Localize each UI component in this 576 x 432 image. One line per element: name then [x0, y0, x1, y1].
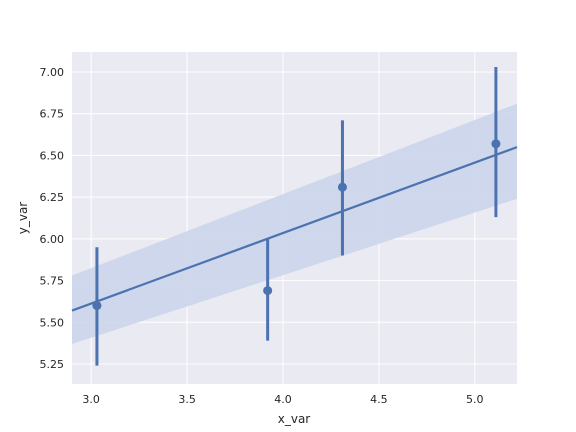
y-tick-label: 6.50 [40, 149, 65, 162]
x-tick-label: 4.5 [370, 393, 388, 406]
data-point-4 [491, 139, 501, 149]
x-tick-label: 3.5 [178, 393, 196, 406]
confidence-band-layer [72, 103, 517, 344]
regression-line-layer [71, 146, 518, 312]
y-tick-labels: 5.25 5.50 5.75 6.00 6.25 6.50 6.75 7.00 [40, 66, 65, 371]
regression-line [71, 146, 518, 312]
y-tick-label: 5.75 [40, 275, 65, 288]
x-axis-label: x_var [278, 412, 311, 426]
x-tick-label: 5.0 [466, 393, 484, 406]
x-tick-labels: 3.0 3.5 4.0 4.5 5.0 [82, 393, 483, 406]
y-tick-label: 5.25 [40, 358, 65, 371]
y-tick-label: 5.50 [40, 316, 65, 329]
data-point-3 [337, 182, 347, 192]
points-layer [92, 139, 501, 311]
data-point-1 [92, 301, 102, 311]
y-tick-label: 7.00 [40, 66, 65, 79]
x-tick-label: 3.0 [82, 393, 100, 406]
data-point-2 [263, 286, 273, 296]
confidence-band [72, 103, 517, 344]
y-axis-label: y_var [16, 202, 30, 235]
y-tick-label: 6.25 [40, 191, 65, 204]
y-tick-label: 6.00 [40, 233, 65, 246]
x-tick-label: 4.0 [274, 393, 292, 406]
y-tick-label: 6.75 [40, 108, 65, 121]
